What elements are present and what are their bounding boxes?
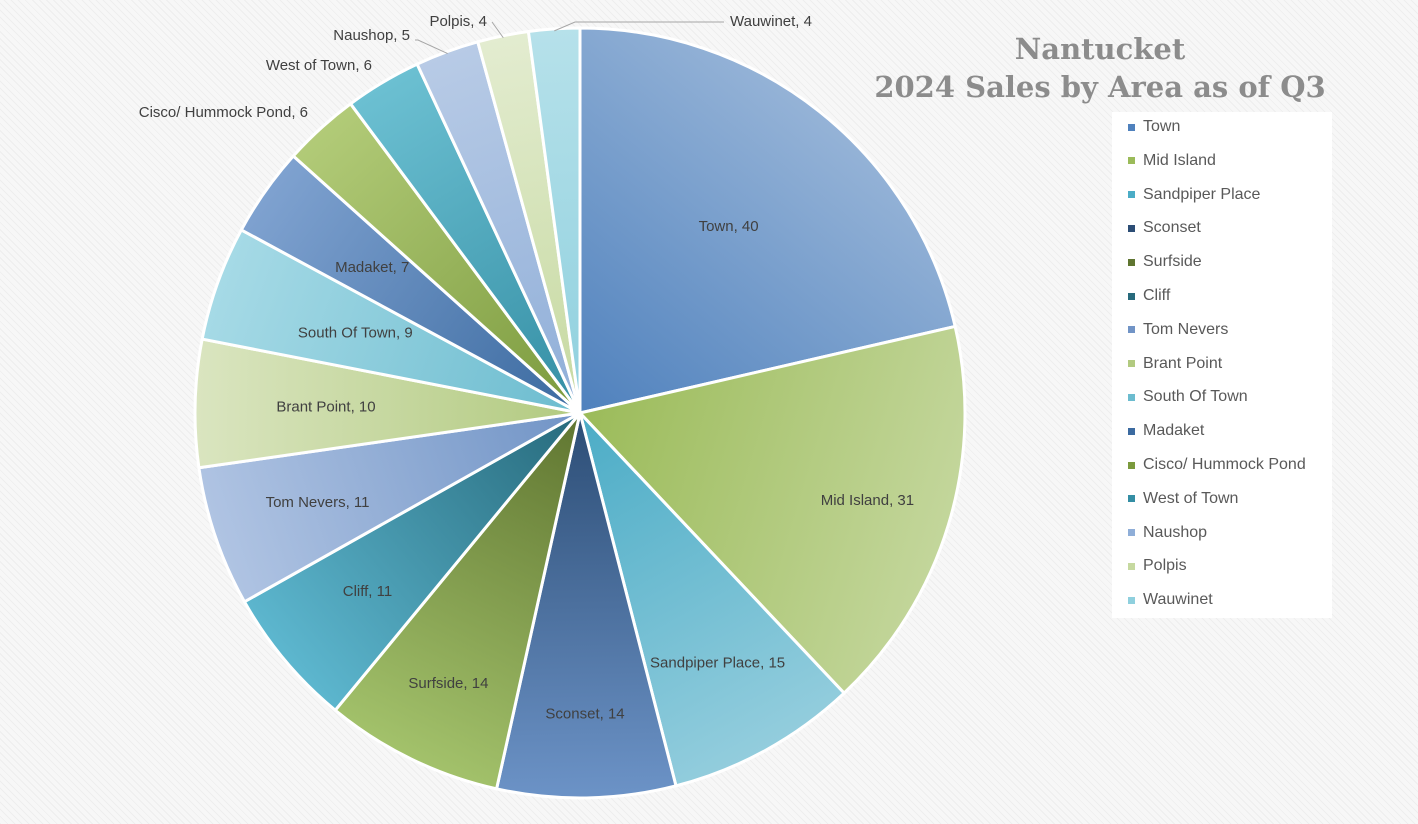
data-label-tom-nevers: Tom Nevers, 11 — [266, 494, 370, 511]
legend-label-mid-island: Mid Island — [1143, 151, 1216, 169]
legend-item-south-of-town: South Of Town — [1128, 386, 1248, 408]
legend-label-naushop: Naushop — [1143, 523, 1208, 541]
data-label-brant-point: Brant Point, 10 — [276, 399, 375, 416]
legend-item-polpis: Polpis — [1128, 555, 1187, 577]
data-label-layer: Town, 40 Mid Island, 31 Sandpiper Place, 1… — [139, 13, 914, 722]
chart-title: Nantucket 2024 Sales by Area as of Q3 — [860, 30, 1340, 106]
legend-item-cliff: Cliff — [1128, 285, 1170, 307]
chart-legend: Town Mid Island Sandpiper Place Sconset Surf… — [1112, 112, 1332, 618]
legend-item-sandpiper-place: Sandpiper Place — [1128, 184, 1260, 206]
legend-label-tom-nevers: Tom Nevers — [1143, 320, 1229, 338]
chart-title-line-2: 2024 Sales by Area as of Q3 — [874, 70, 1326, 104]
leader-line-wauwinet — [554, 21, 724, 32]
legend-swatch-sconset — [1128, 224, 1135, 232]
legend-item-cisco-hummock-pond: Cisco/ Hummock Pond — [1128, 454, 1306, 476]
legend-label-west-of-town: West of Town — [1143, 489, 1239, 507]
legend-swatch-brant-point — [1128, 360, 1135, 368]
pie-slice-sconset — [495, 411, 678, 800]
slice-layer — [193, 26, 967, 800]
legend-label-south-of-town: South Of Town — [1143, 388, 1248, 406]
legend-item-madaket: Madaket — [1128, 420, 1204, 442]
data-label-town: Town, 40 — [699, 218, 759, 235]
legend-item-brant-point: Brant Point — [1128, 353, 1222, 375]
pie-slice-tom-nevers — [197, 411, 582, 604]
pie-slice-mid-island — [578, 324, 967, 695]
pie-slice-wauwinet — [526, 26, 582, 415]
legend-swatch-cisco-hummock-pond — [1128, 461, 1135, 469]
pie-slice-surfside — [333, 411, 582, 791]
legend-swatch-tom-nevers — [1128, 326, 1135, 334]
chart-title-line-1: Nantucket — [1014, 32, 1186, 66]
legend-swatch-west-of-town — [1128, 495, 1135, 503]
data-label-south-of-town: South Of Town, 9 — [298, 324, 413, 341]
pie-slice-town — [578, 26, 957, 415]
legend-label-wauwinet: Wauwinet — [1143, 591, 1213, 609]
data-label-sconset: Sconset, 14 — [545, 705, 624, 722]
legend-label-polpis: Polpis — [1143, 557, 1187, 575]
legend-swatch-mid-island — [1128, 157, 1135, 165]
data-label-mid-island: Mid Island, 31 — [821, 492, 914, 509]
legend-swatch-town — [1128, 123, 1135, 131]
legend-swatch-surfside — [1128, 258, 1135, 266]
legend-item-wauwinet: Wauwinet — [1128, 589, 1213, 611]
data-label-surfside: Surfside, 14 — [408, 675, 488, 692]
legend-swatch-polpis — [1128, 562, 1135, 570]
data-label-west-of-town: West of Town, 6 — [266, 57, 372, 74]
leader-line-naushop — [415, 39, 448, 55]
data-label-cliff: Cliff, 11 — [343, 583, 392, 600]
legend-swatch-naushop — [1128, 529, 1135, 537]
leader-line-polpis — [491, 21, 504, 39]
data-label-sandpiper-place: Sandpiper Place, 15 — [650, 654, 785, 671]
legend-swatch-wauwinet — [1128, 596, 1135, 604]
legend-item-naushop: Naushop — [1128, 522, 1207, 544]
legend-item-tom-nevers: Tom Nevers — [1128, 319, 1228, 341]
legend-label-cliff: Cliff — [1143, 287, 1171, 304]
data-label-madaket: Madaket, 7 — [335, 259, 409, 276]
legend-label-madaket: Madaket — [1143, 422, 1205, 440]
legend-item-town: Town — [1128, 116, 1180, 138]
pie-slice-cliff — [242, 411, 582, 712]
legend-label-brant-point: Brant Point — [1143, 354, 1223, 372]
legend-item-west-of-town: West of Town — [1128, 488, 1238, 510]
legend-swatch-sandpiper-place — [1128, 191, 1135, 199]
legend-swatch-madaket — [1128, 427, 1135, 435]
data-label-cisco-hummock-pond: Cisco/ Hummock Pond, 6 — [139, 104, 308, 121]
legend-swatch-cliff — [1128, 292, 1135, 300]
legend-item-mid-island: Mid Island — [1128, 150, 1216, 172]
legend-label-town: Town — [1143, 118, 1181, 135]
pie-slice-sandpiper-place — [578, 411, 846, 788]
legend-item-surfside: Surfside — [1128, 251, 1202, 273]
legend-label-sconset: Sconset — [1143, 219, 1201, 237]
data-label-polpis: Polpis, 4 — [429, 13, 487, 30]
legend-label-cisco-hummock-pond: Cisco/ Hummock Pond — [1143, 456, 1306, 473]
legend-label-sandpiper-place: Sandpiper Place — [1143, 185, 1261, 203]
data-label-naushop: Naushop, 5 — [333, 27, 410, 44]
legend-swatch-south-of-town — [1128, 393, 1135, 401]
data-label-wauwinet: Wauwinet, 4 — [730, 13, 812, 30]
legend-label-surfside: Surfside — [1143, 253, 1202, 271]
leader-line-layer — [415, 21, 724, 55]
legend-item-sconset: Sconset — [1128, 217, 1201, 239]
